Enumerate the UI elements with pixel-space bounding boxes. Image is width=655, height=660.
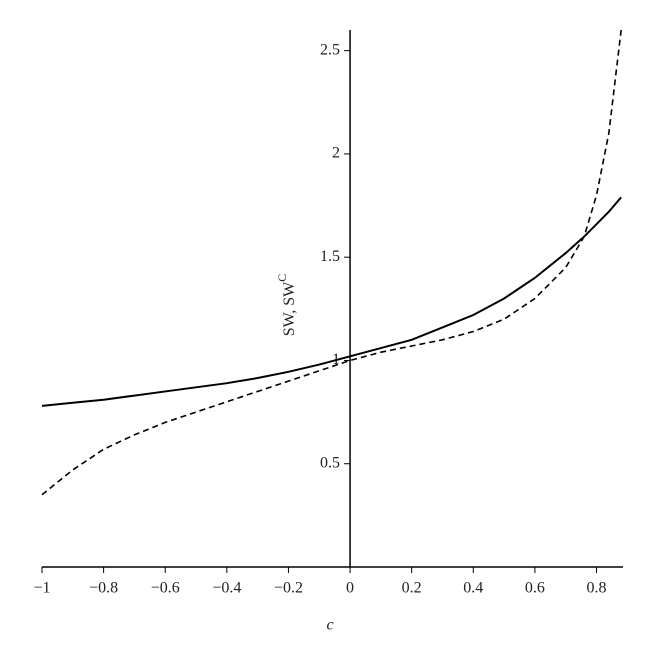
x-tick-label: −0.2 <box>274 580 303 597</box>
x-tick-label: −1 <box>33 580 50 597</box>
x-tick-label: −0.8 <box>89 580 118 597</box>
x-tick-label: −0.4 <box>212 580 241 597</box>
line-series <box>41 29 622 496</box>
y-tick-label: 2.5 <box>320 41 340 58</box>
line-series <box>41 196 622 407</box>
y-axis-label-main: SW, SW <box>281 281 298 336</box>
y-axis-label: SW, SWC <box>275 274 298 337</box>
y-axis-label-sup: C <box>275 274 289 282</box>
x-tick-label: 0.4 <box>463 580 483 597</box>
y-tick-label: 1.5 <box>320 248 340 265</box>
y-tick-label: 2 <box>332 145 340 162</box>
x-tick-label: −0.6 <box>151 580 180 597</box>
x-axis-label: c <box>326 617 333 634</box>
x-tick-label: 0.8 <box>587 580 607 597</box>
x-tick-label: 0.2 <box>402 580 422 597</box>
x-tick-label: 0 <box>346 580 354 597</box>
x-tick-label: 0.6 <box>525 580 545 597</box>
y-tick-label: 0.5 <box>320 454 340 471</box>
